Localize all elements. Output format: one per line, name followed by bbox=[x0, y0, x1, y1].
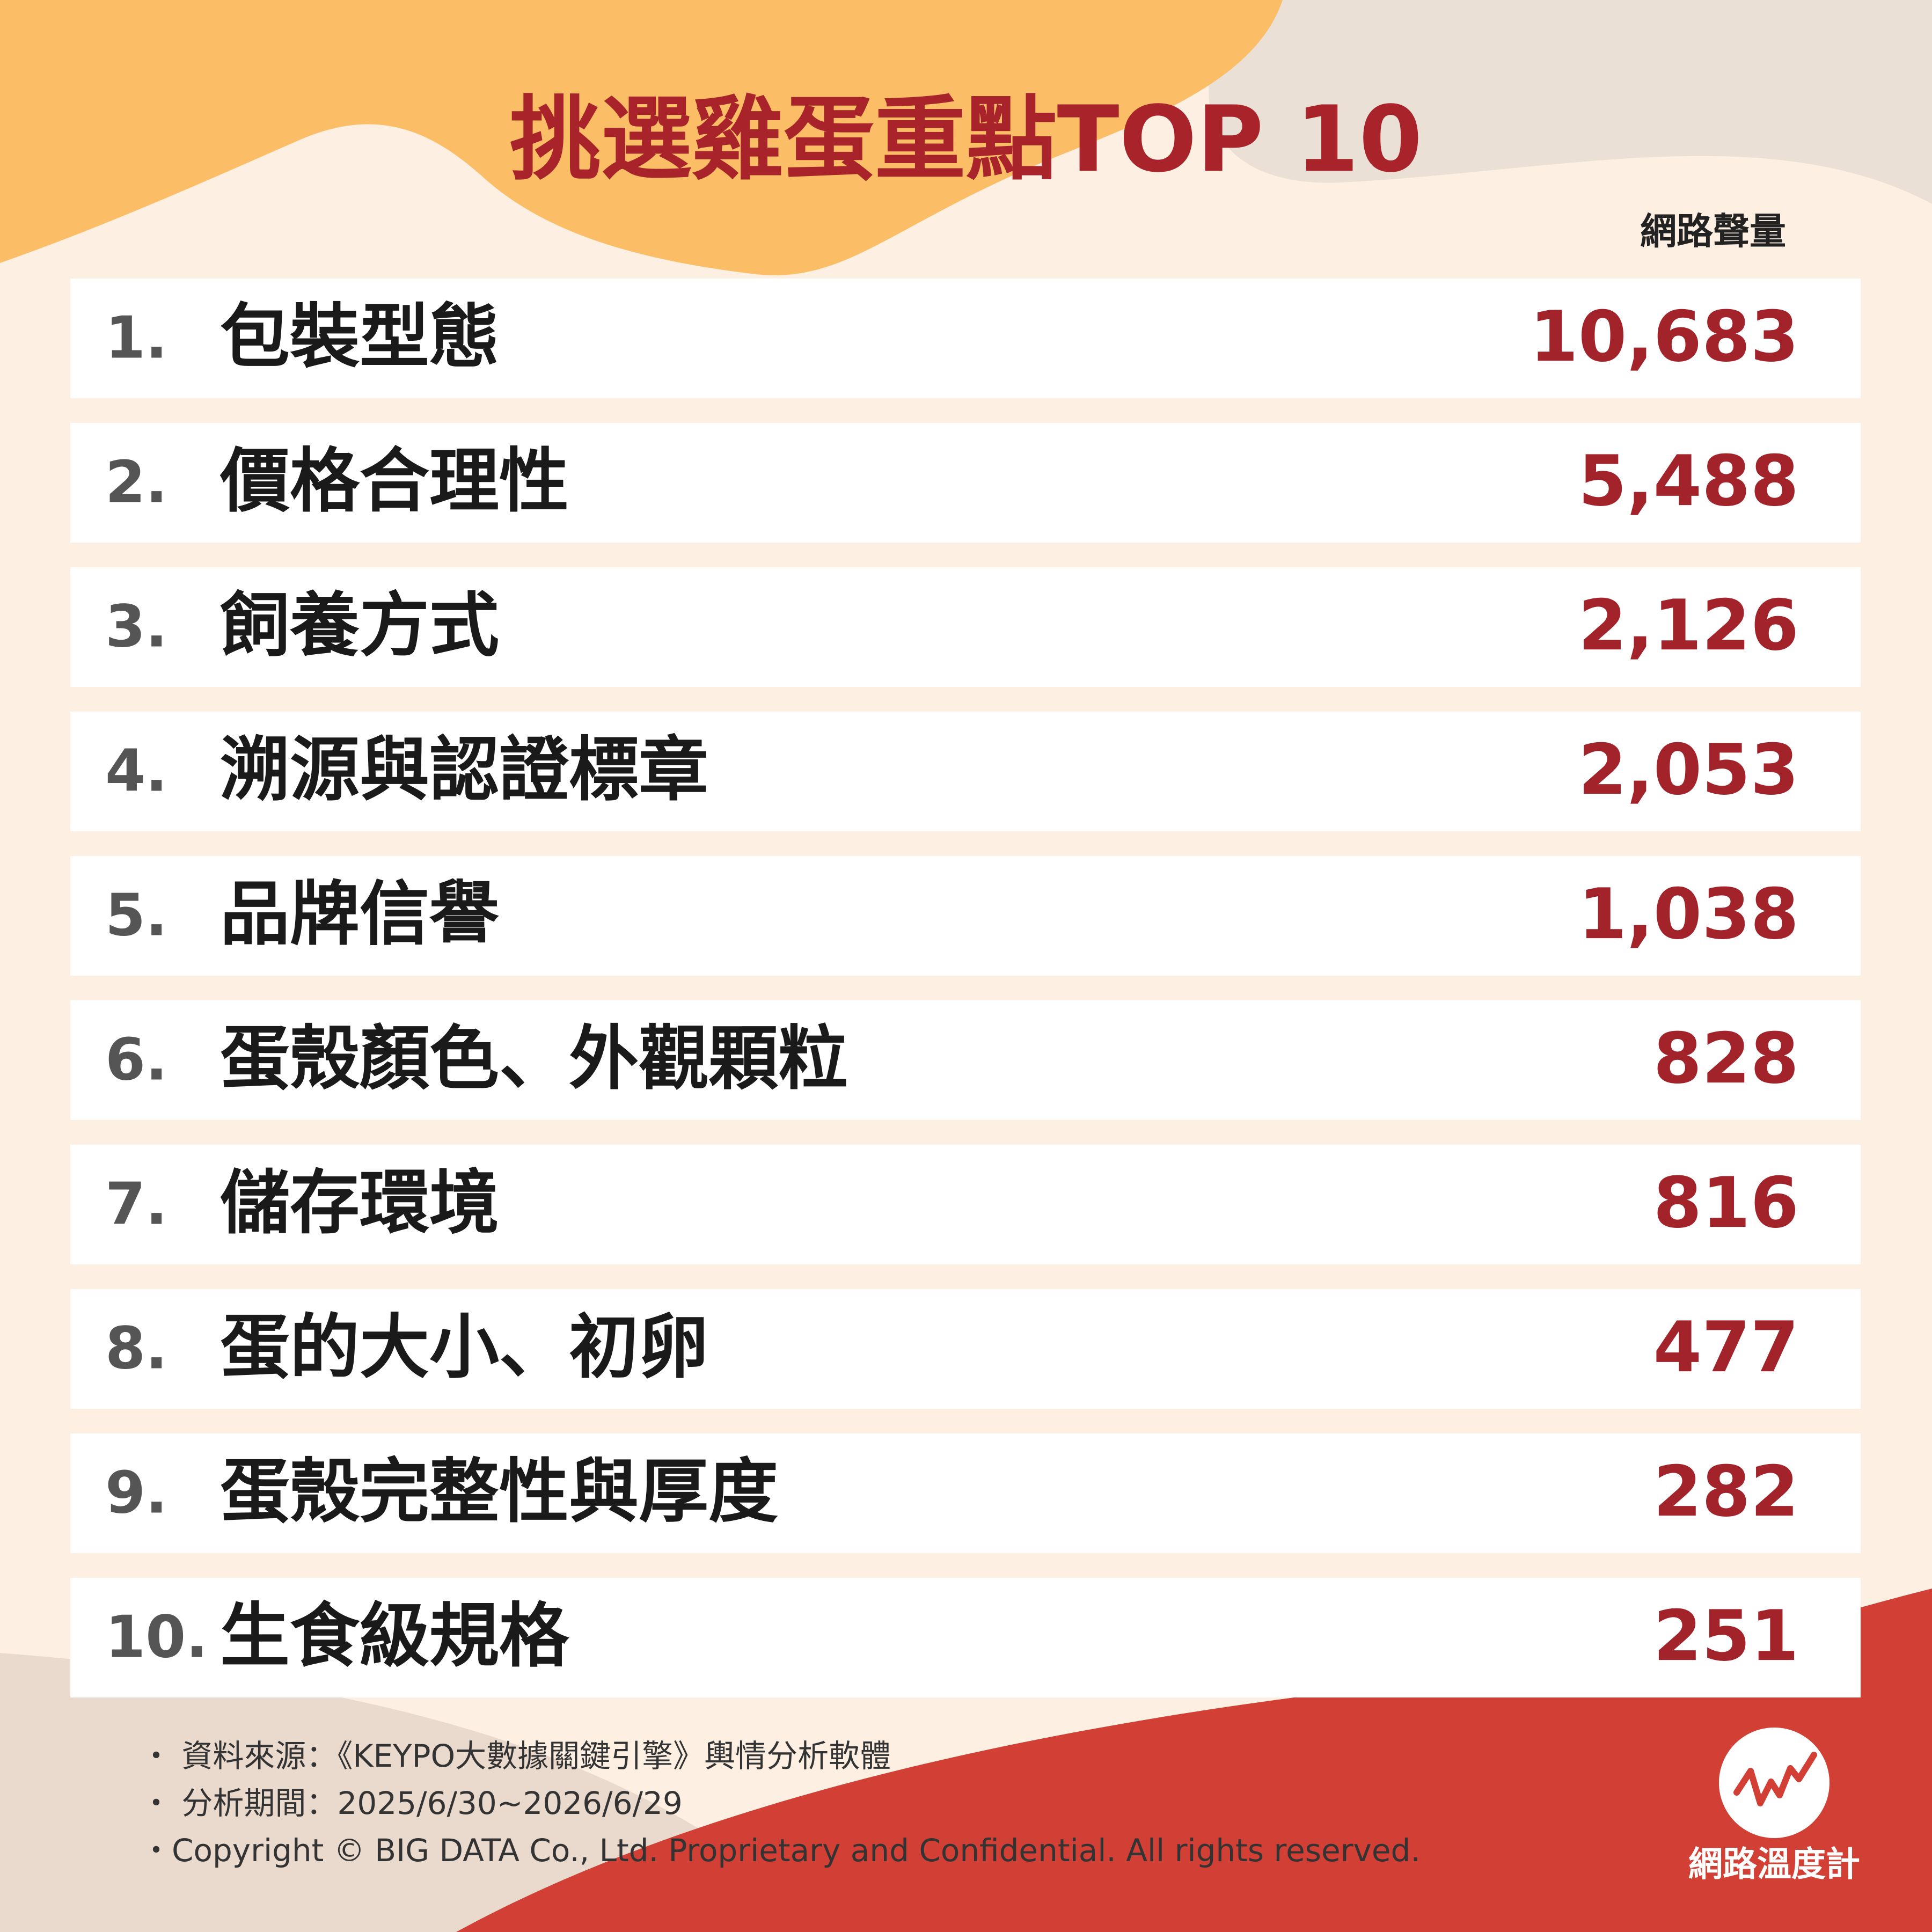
column-header: 網路聲量 bbox=[1640, 211, 1786, 253]
row-background bbox=[70, 279, 1861, 398]
logo-icon bbox=[1733, 1752, 1817, 1806]
rank: 1. bbox=[105, 304, 167, 371]
rank: 5. bbox=[105, 882, 167, 949]
item-label: 溯源與認證標章 bbox=[220, 729, 708, 810]
row-background bbox=[70, 712, 1861, 831]
item-value: 1,038 bbox=[1578, 873, 1799, 955]
item-value: 2,126 bbox=[1578, 584, 1799, 666]
item-label: 品牌信譽 bbox=[220, 873, 499, 955]
item-label: 儲存環境 bbox=[220, 1162, 499, 1243]
rank: 9. bbox=[105, 1459, 167, 1526]
item-value: 477 bbox=[1653, 1306, 1799, 1388]
table-row: 6. 蛋殼顏色、外觀顆粒 828 bbox=[70, 1000, 1861, 1120]
row-background bbox=[70, 1289, 1861, 1409]
table-row: 8. 蛋的大小、初卵 477 bbox=[70, 1289, 1861, 1409]
item-value: 828 bbox=[1653, 1018, 1799, 1099]
table-row: 4. 溯源與認證標章 2,053 bbox=[70, 712, 1861, 831]
table-row: 9. 蛋殼完整性與厚度 282 bbox=[70, 1433, 1861, 1553]
bg-shape bbox=[1209, 0, 1932, 204]
item-label: 飼養方式 bbox=[220, 584, 499, 666]
item-value: 10,683 bbox=[1529, 296, 1799, 377]
row-background bbox=[70, 423, 1861, 543]
rows: 1. 包裝型態 10,683 2. 價格合理性 5,488 3. 飼養方式 2,126 4. 溯源與… bbox=[70, 279, 1861, 1697]
rank: 4. bbox=[105, 737, 167, 804]
row-background bbox=[70, 1578, 1861, 1697]
item-label: 包裝型態 bbox=[220, 296, 499, 377]
bg-shape bbox=[0, 0, 1283, 275]
rank: 6. bbox=[105, 1026, 167, 1093]
item-label: 蛋的大小、初卵 bbox=[220, 1306, 708, 1388]
rank: 10. bbox=[105, 1604, 208, 1671]
row-background bbox=[70, 856, 1861, 976]
rank: 8. bbox=[105, 1315, 167, 1382]
item-value: 2,053 bbox=[1578, 729, 1799, 810]
table-row: 2. 價格合理性 5,488 bbox=[70, 423, 1861, 543]
item-label: 蛋殼完整性與厚度 bbox=[220, 1451, 778, 1532]
row-background bbox=[70, 1433, 1861, 1553]
footnote: ・ 分析期間：2025/6/30~2026/6/29 bbox=[141, 1785, 683, 1821]
title: 挑選雞蛋重點TOP 10 bbox=[510, 86, 1423, 193]
notes: ・ 資料來源：《KEYPO大數據關鍵引擎》輿情分析軟體・ 分析期間：2025/6… bbox=[141, 1738, 1421, 1869]
table-row: 1. 包裝型態 10,683 bbox=[70, 279, 1861, 398]
table-row: 3. 飼養方式 2,126 bbox=[70, 567, 1861, 687]
row-background bbox=[70, 1145, 1861, 1264]
item-label: 價格合理性 bbox=[219, 440, 569, 522]
row-background bbox=[70, 1000, 1861, 1120]
table-row: 10. 生食級規格 251 bbox=[70, 1578, 1861, 1697]
rank: 7. bbox=[105, 1170, 167, 1238]
logo-text: 網路溫度計 bbox=[1688, 1845, 1860, 1885]
item-value: 816 bbox=[1653, 1162, 1799, 1243]
footnote: ・Copyright © BIG DATA Co., Ltd. Propriet… bbox=[141, 1832, 1421, 1869]
item-label: 蛋殼顏色、外觀顆粒 bbox=[220, 1018, 848, 1099]
item-value: 251 bbox=[1653, 1595, 1799, 1677]
item-value: 282 bbox=[1653, 1451, 1799, 1532]
table-row: 5. 品牌信譽 1,038 bbox=[70, 856, 1861, 976]
footnote: ・ 資料來源：《KEYPO大數據關鍵引擎》輿情分析軟體 bbox=[141, 1738, 891, 1774]
table-row: 7. 儲存環境 816 bbox=[70, 1145, 1861, 1264]
rank: 2. bbox=[105, 449, 167, 516]
rank: 3. bbox=[105, 593, 167, 660]
item-value: 5,488 bbox=[1578, 440, 1799, 522]
item-label: 生食級規格 bbox=[220, 1595, 569, 1677]
row-background bbox=[70, 567, 1861, 687]
